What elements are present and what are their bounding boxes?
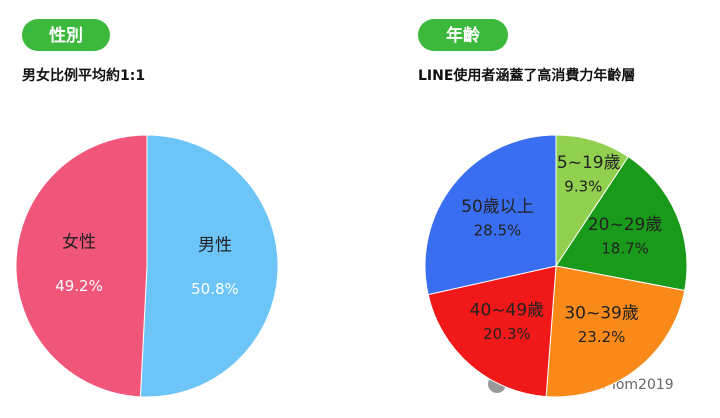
pie-slice: [139, 134, 279, 398]
pie-slice: [15, 134, 148, 398]
slice-label: 50歲以上: [461, 197, 534, 217]
pie-slice: [545, 265, 686, 398]
value-label: 18.7%: [601, 239, 649, 257]
slice-label: 40~49歲: [470, 301, 545, 321]
value-label: 49.2%: [55, 277, 103, 295]
pie-slice: [424, 134, 557, 296]
slice-label: 男性: [198, 236, 232, 256]
pie-slice: [555, 134, 629, 268]
slice-label: 15~19歲: [546, 153, 621, 173]
subtitle: 男女比例平均約1:1: [22, 67, 145, 84]
value-label: 50.8%: [191, 280, 239, 298]
slice-label: 30~39歲: [564, 304, 639, 324]
value-label: 23.2%: [578, 328, 626, 346]
value-label: 9.3%: [564, 178, 602, 196]
tag-background: [22, 19, 110, 51]
tag: 性別: [49, 25, 83, 46]
value-label: 28.5%: [474, 222, 522, 240]
slice-label: 女性: [62, 232, 96, 252]
subtitle: LINE使用者涵蓋了高消費力年齡層: [418, 67, 635, 84]
tag: 年齡: [446, 25, 480, 46]
pie-slice: [427, 265, 557, 398]
value-label: 20.3%: [483, 325, 531, 343]
pie-slice: [555, 156, 688, 292]
tag-background: [418, 19, 508, 51]
slice-label: 20~29歲: [588, 215, 663, 235]
